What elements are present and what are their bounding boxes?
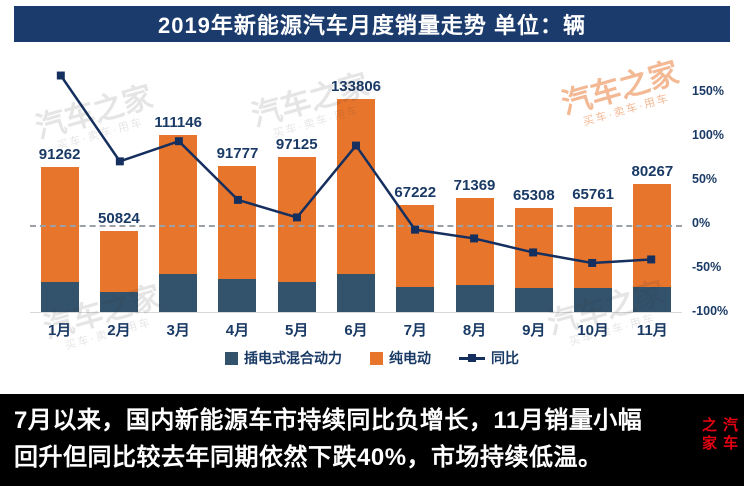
legend-item-yoy: 同比 bbox=[459, 348, 519, 368]
right-axis-tick-label: 0% bbox=[692, 216, 711, 231]
x-axis-label: 4月 bbox=[225, 322, 250, 339]
x-axis-label: 6月 bbox=[344, 322, 368, 339]
bar-total-label: 133806 bbox=[330, 77, 382, 95]
bar-segment-bev bbox=[514, 207, 553, 289]
bar-segment-phev bbox=[574, 288, 613, 312]
bar-segment-phev bbox=[337, 273, 375, 312]
bar-segment-phev bbox=[514, 288, 553, 312]
x-axis-label: 5月 bbox=[285, 322, 309, 339]
x-axis-label: 8月 bbox=[462, 322, 487, 339]
x-axis: 1月 2月 3月 4月 5月 6月 7月 8月 9月 10月 11月 bbox=[30, 319, 682, 341]
caption-bar: 7月以来，国内新能源车市持续同比负增长，11月销量小幅 回升但同比较去年同期依然… bbox=[0, 394, 744, 486]
right-axis-tick-label: -50% bbox=[692, 260, 722, 275]
chart-area: 汽车之家 买车·卖车·用车 汽车之家 买车·卖车·用车 汽车之家 买车·卖车·用… bbox=[0, 44, 744, 394]
bar-segment-phev bbox=[99, 292, 138, 312]
x-axis-label: 7月 bbox=[403, 322, 427, 339]
bar-segment-bev bbox=[337, 98, 375, 274]
x-axis-label: 3月 bbox=[166, 322, 190, 339]
caption-line-1: 7月以来，国内新能源车市持续同比负增长，11月销量小幅 bbox=[14, 407, 643, 434]
yoy-marker bbox=[56, 71, 65, 80]
right-axis-tick-label: -100% bbox=[692, 304, 729, 318]
x-axis-label: 2月 bbox=[107, 322, 131, 339]
legend-item-phev: 插电式混合动力 bbox=[225, 348, 342, 368]
bar-segment-phev bbox=[396, 286, 435, 312]
bar-segment-bev bbox=[277, 157, 316, 282]
legend-item-bev: 纯电动 bbox=[370, 348, 431, 368]
bar-segment-phev bbox=[159, 273, 198, 312]
bar-segment-bev bbox=[396, 204, 435, 287]
x-axis-label: 1月 bbox=[47, 322, 72, 339]
chart-title: 2019年新能源汽车月度销量走势 单位：辆 bbox=[14, 6, 730, 42]
bar-segment-bev bbox=[218, 165, 257, 279]
bar-segment-phev bbox=[633, 286, 672, 312]
zero-percent-line bbox=[30, 225, 682, 228]
bar-segment-phev bbox=[40, 281, 79, 312]
right-axis-tick-label: 50% bbox=[692, 172, 718, 187]
bar-segment-bev bbox=[99, 231, 138, 293]
bar-segment-bev bbox=[633, 184, 672, 287]
autohome-logo: 汽车之家 bbox=[700, 417, 738, 453]
right-axis: 150% 100% 50% 0% -50% -100% bbox=[688, 58, 742, 318]
bar-total-label: 97125 bbox=[275, 136, 318, 154]
yoy-marker bbox=[115, 157, 124, 166]
legend-swatch-yoy bbox=[459, 352, 485, 365]
chart-legend: 插电式混合动力 纯电动 同比 bbox=[0, 348, 744, 368]
bar-segment-bev bbox=[159, 134, 198, 274]
legend-label-yoy: 同比 bbox=[491, 350, 519, 366]
bar-total-label: 111146 bbox=[154, 113, 202, 131]
bar-total-label: 91262 bbox=[38, 145, 81, 163]
bar-segment-phev bbox=[455, 284, 494, 312]
plot-area: 91262 50824 111146 91777 97125 133806 67222 713… bbox=[30, 58, 682, 313]
bar-segment-phev bbox=[277, 281, 316, 312]
caption-line-2: 回升但同比较去年同期依然下跌40%，市场持续低温。 bbox=[14, 444, 603, 471]
x-axis-label: 9月 bbox=[522, 322, 546, 339]
bar-total-label: 80267 bbox=[631, 163, 674, 181]
legend-label-bev: 纯电动 bbox=[389, 350, 431, 366]
legend-swatch-bev bbox=[370, 351, 383, 365]
bar-segment-phev bbox=[218, 278, 257, 312]
x-axis-label: 10月 bbox=[577, 322, 609, 339]
bar-segment-bev bbox=[574, 207, 613, 289]
right-axis-tick-label: 100% bbox=[692, 128, 724, 143]
x-axis-label: 11月 bbox=[636, 322, 668, 339]
legend-label-phev: 插电式混合动力 bbox=[244, 350, 342, 366]
bar-segment-bev bbox=[455, 198, 494, 285]
right-axis-tick-label: 150% bbox=[692, 84, 724, 99]
legend-swatch-phev bbox=[225, 351, 238, 365]
bar-total-label: 65761 bbox=[572, 186, 614, 204]
